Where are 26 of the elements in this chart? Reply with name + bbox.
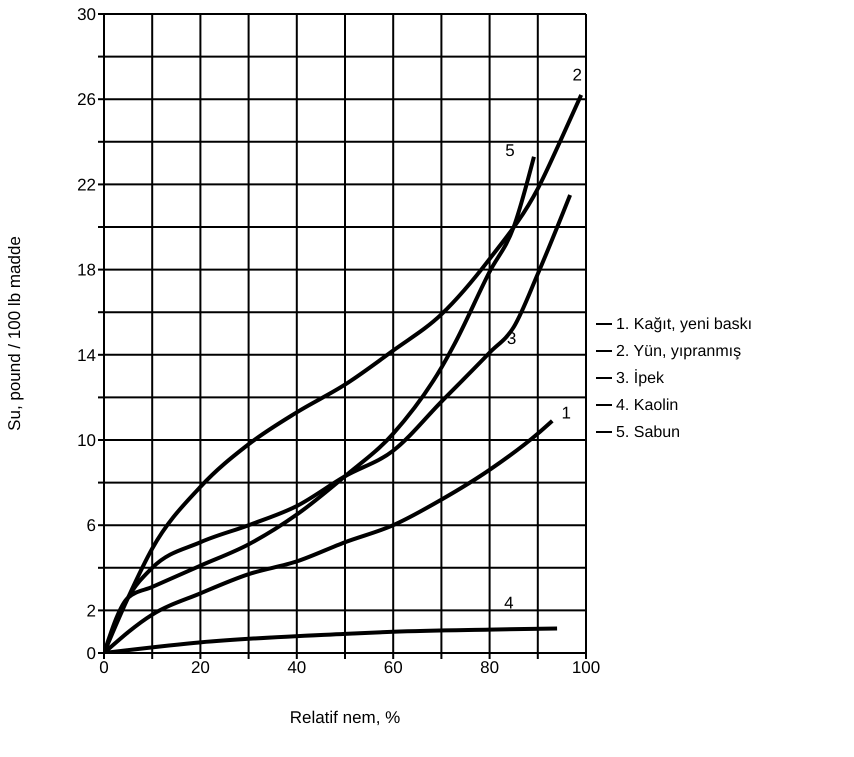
- x-axis-title: Relatif nem, %: [290, 708, 400, 727]
- y-tick-label: 26: [77, 90, 96, 110]
- x-tick-label: 40: [287, 658, 306, 678]
- annotation: 5: [505, 141, 515, 160]
- y-tick-label: 30: [77, 5, 96, 24]
- annotation: 4: [504, 594, 514, 613]
- x-tick-label: 60: [384, 658, 403, 678]
- legend-label: 3. İpek: [616, 370, 664, 386]
- x-tick-label: 80: [480, 658, 500, 678]
- x-tick-label: 100: [572, 658, 600, 678]
- y-tick-label: 2: [86, 601, 96, 620]
- y-tick-label: 18: [77, 260, 96, 280]
- legend-label: 2. Yün, yıpranmış: [616, 342, 742, 360]
- y-axis-title: Su, pound / 100 lb madde: [5, 236, 24, 431]
- y-tick-label: 10: [77, 431, 96, 450]
- legend-label: 4. Kaolin: [616, 396, 678, 414]
- x-tick-label: 20: [190, 658, 210, 678]
- legend-label: 1. Kağıt, yeni baskı: [616, 316, 752, 332]
- y-tick-label: 14: [77, 346, 96, 365]
- y-tick-label: 22: [77, 175, 96, 194]
- y-tick-label: 6: [86, 516, 96, 536]
- x-tick-label: 0: [99, 658, 109, 678]
- annotation: 1: [562, 403, 571, 422]
- legend-label: 5. Sabun: [616, 424, 680, 440]
- annotation: 2: [572, 65, 582, 84]
- y-tick-label: 0: [86, 644, 96, 664]
